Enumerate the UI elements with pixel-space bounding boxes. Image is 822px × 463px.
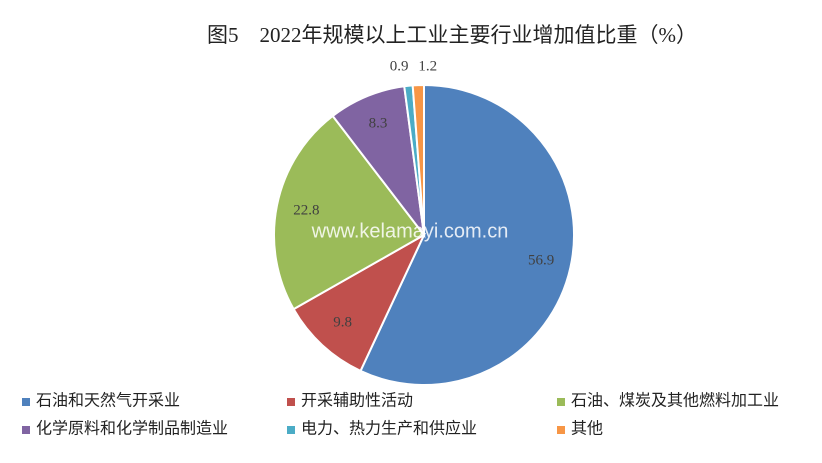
data-label: 22.8: [293, 203, 319, 219]
legend-marker: [22, 398, 30, 406]
data-label: 56.9: [528, 252, 554, 268]
legend-label: 电力、热力生产和供应业: [301, 419, 477, 438]
data-label: 8.3: [369, 116, 388, 132]
pie-slice: [411, 83, 425, 236]
pie-slice: [292, 232, 427, 373]
legend-marker: [557, 398, 565, 406]
legend-marker: [22, 426, 30, 434]
legend-label: 其他: [571, 420, 603, 438]
data-label: 0.9: [390, 58, 409, 74]
chart-title: 图5 2022年规模以上工业主要行业增加值比重（%）: [207, 23, 697, 47]
legend-label: 开采辅助性活动: [301, 392, 413, 410]
pie-slice: [359, 83, 575, 386]
data-label: 1.2: [418, 58, 437, 74]
legend-label: 石油和天然气开采业: [36, 392, 180, 410]
legend-label: 石油、煤炭及其他燃料加工业: [571, 392, 779, 410]
data-label: 9.8: [333, 315, 352, 331]
pie-slice: [273, 114, 426, 311]
legend-marker: [287, 398, 295, 406]
legend-label: 化学原料和化学制品制造业: [36, 420, 228, 438]
legend-marker: [287, 426, 295, 434]
legend-marker: [557, 426, 565, 434]
watermark: www.kelamayi.com.cn: [311, 220, 509, 242]
